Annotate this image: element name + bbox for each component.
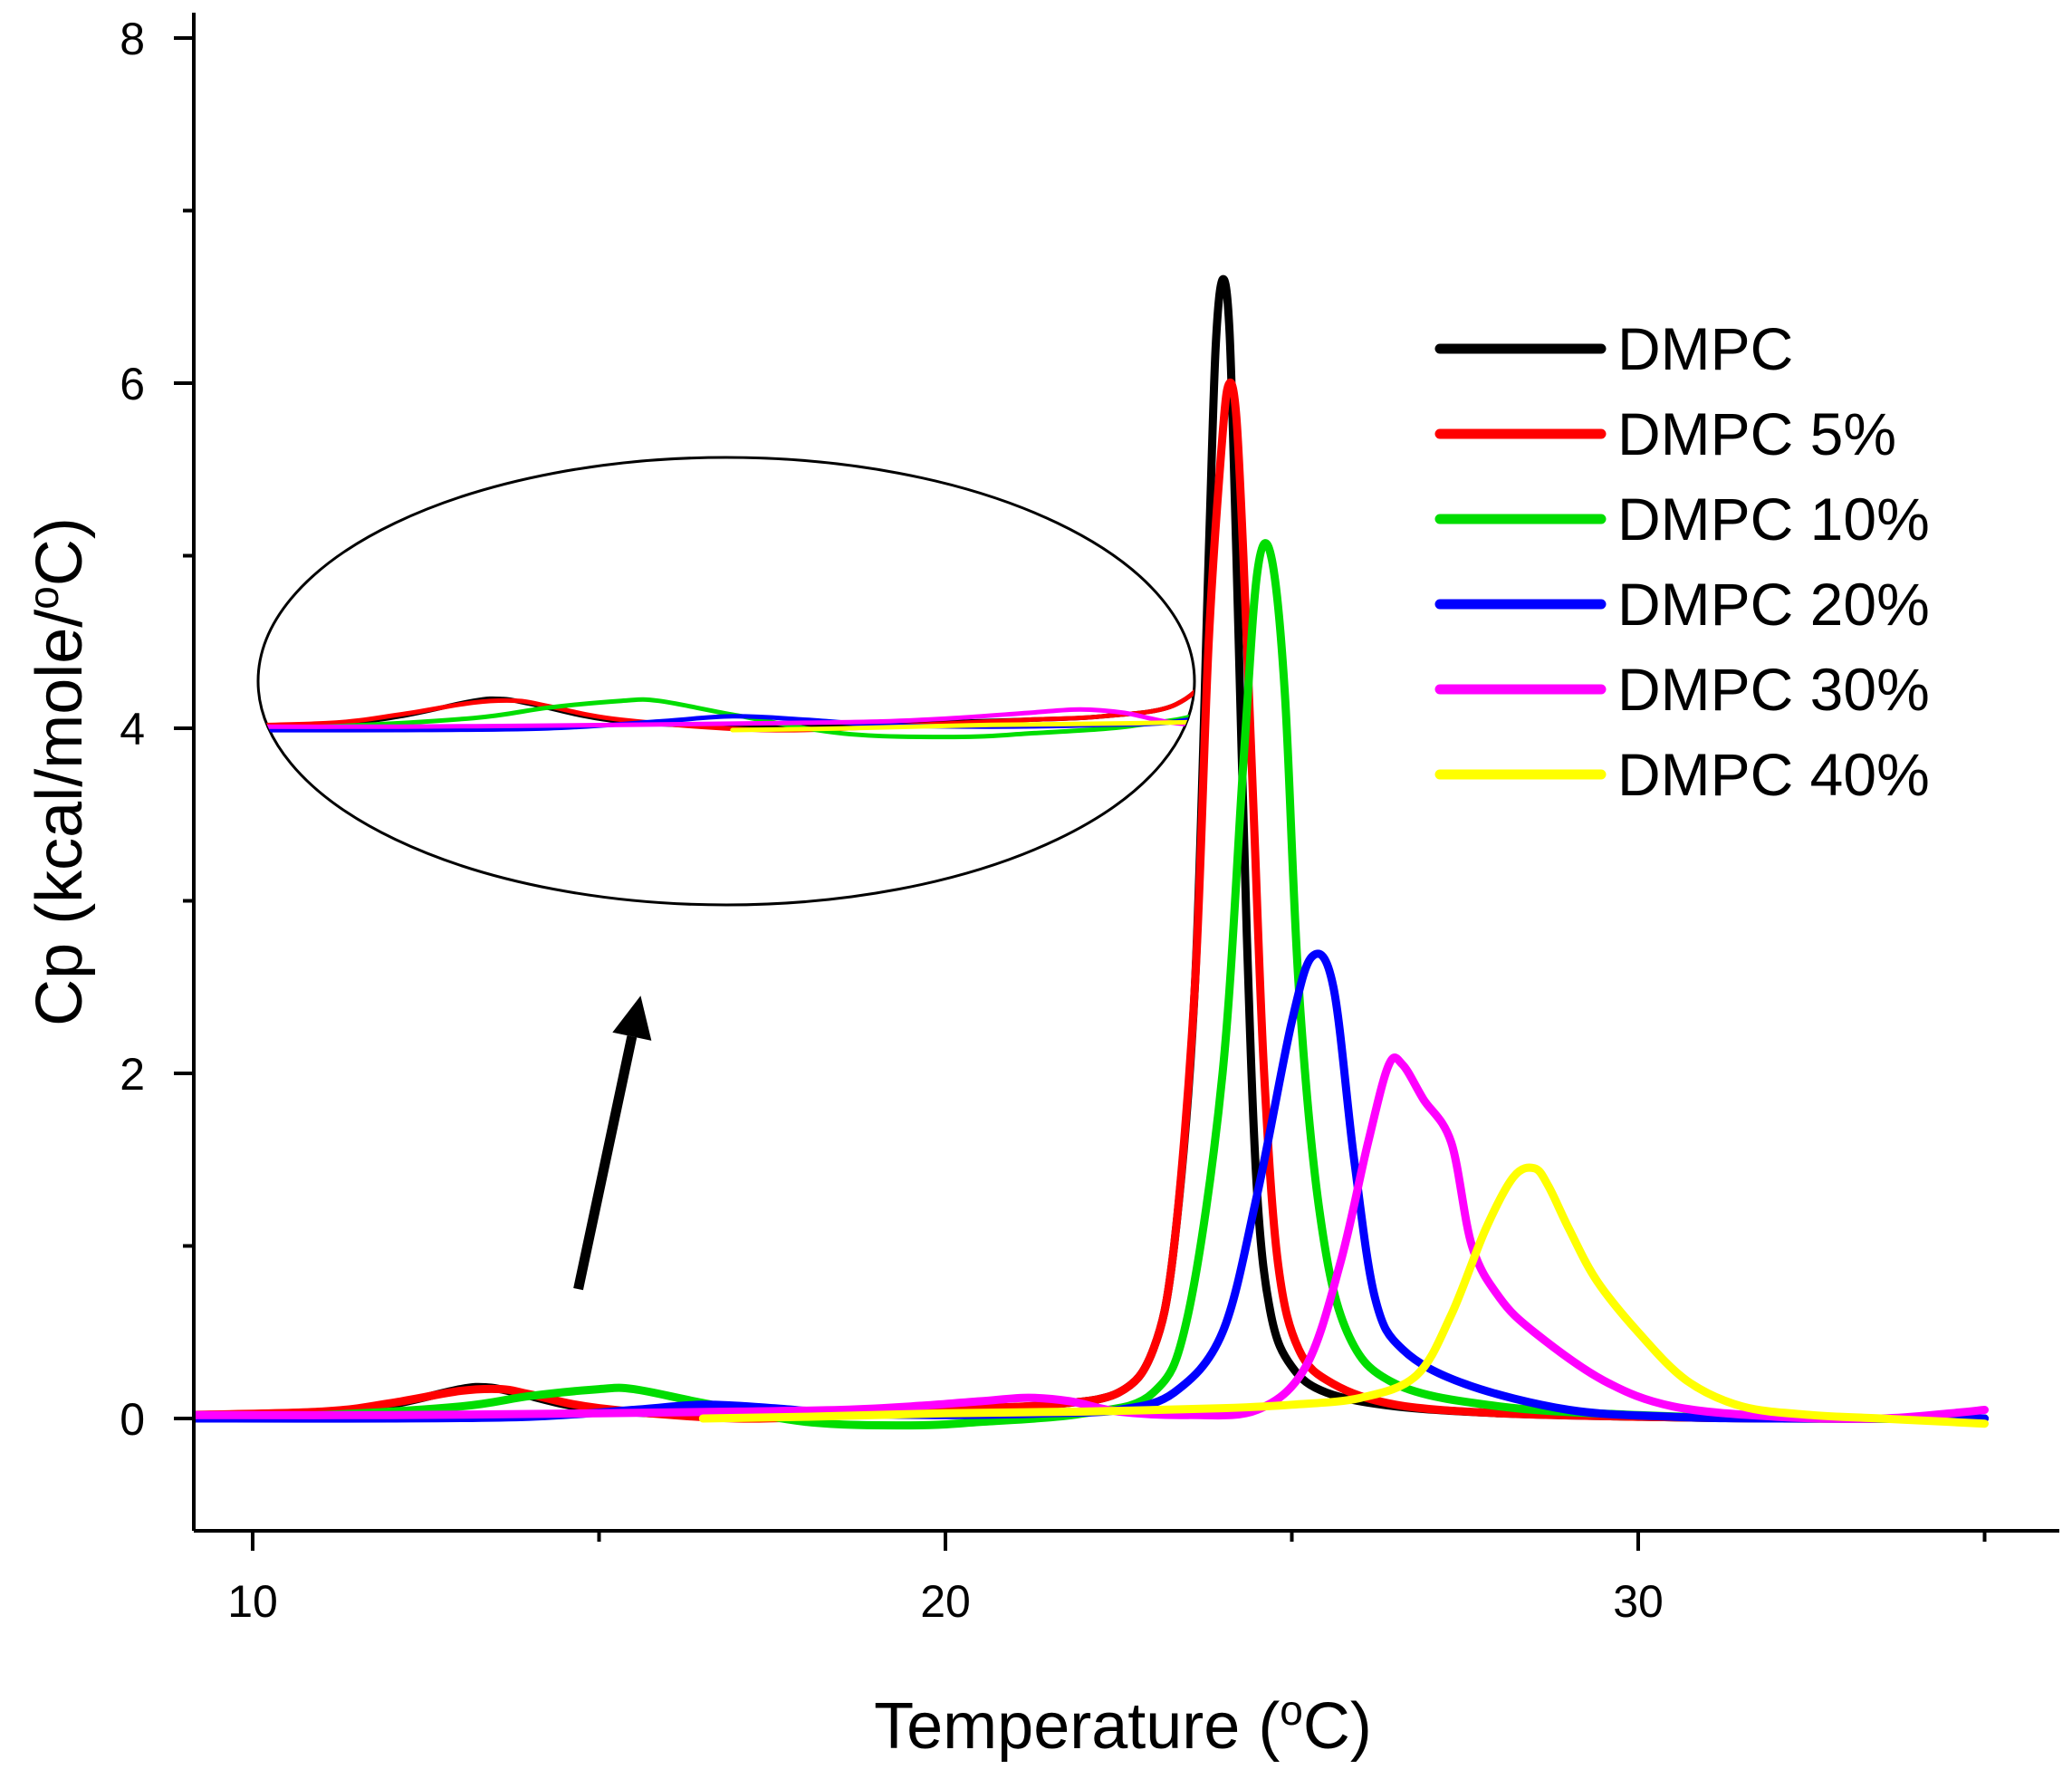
y-tick-label: 0 — [120, 1394, 145, 1445]
arrow-head — [612, 995, 652, 1041]
legend-item-dmpc-10: DMPC 10% — [1434, 486, 1930, 553]
inset-series-line-3 — [258, 457, 1194, 733]
legend: DMPC DMPC 5% DMPC 10% DMPC 20% DMPC 30% … — [1434, 315, 1930, 808]
inset-series-line-1 — [258, 457, 1194, 733]
legend-label-dmpc-40: DMPC 40% — [1617, 741, 1930, 808]
zoom-arrow — [573, 995, 652, 1291]
x-tick-label: 20 — [920, 1576, 971, 1627]
inset-series-line-2 — [258, 457, 1194, 740]
series-line-5 — [698, 1163, 1989, 1428]
legend-label-dmpc-20: DMPC 20% — [1617, 571, 1930, 638]
y-axis-title: Cp (kcal/mole/oC) — [20, 517, 96, 1026]
x-tick-label: 10 — [227, 1576, 278, 1627]
y-tick-label: 2 — [120, 1049, 145, 1100]
inset-zoom — [256, 456, 1196, 907]
legend-item-dmpc-20: DMPC 20% — [1434, 571, 1930, 638]
x-axis-title: Temperature (oC) — [874, 1687, 1372, 1763]
y-tick-label: 8 — [120, 14, 145, 64]
legend-label-dmpc: DMPC — [1617, 315, 1793, 382]
series-line-4 — [194, 1053, 1989, 1423]
inset-ellipse — [256, 456, 1196, 907]
legend-label-dmpc-5: DMPC 5% — [1617, 400, 1896, 467]
series-line-3 — [194, 949, 1989, 1423]
inset-series-line-4 — [258, 457, 1194, 733]
legend-item-dmpc-40: DMPC 40% — [1434, 741, 1930, 808]
legend-item-dmpc-30: DMPC 30% — [1434, 656, 1930, 723]
legend-label-dmpc-10: DMPC 10% — [1617, 486, 1930, 553]
y-tick-label: 4 — [120, 704, 145, 755]
y-tick-label: 6 — [120, 359, 145, 409]
arrow-shaft — [573, 1035, 638, 1291]
x-tick-label: 30 — [1613, 1576, 1664, 1627]
axes: 10 20 30 0 2 4 6 8 — [120, 13, 2059, 1627]
inset-series-line-5 — [730, 477, 1194, 738]
legend-label-dmpc-30: DMPC 30% — [1617, 656, 1930, 723]
legend-item-dmpc: DMPC — [1434, 315, 1793, 382]
legend-item-dmpc-5: DMPC 5% — [1434, 400, 1896, 467]
plot-area — [194, 274, 1989, 1430]
